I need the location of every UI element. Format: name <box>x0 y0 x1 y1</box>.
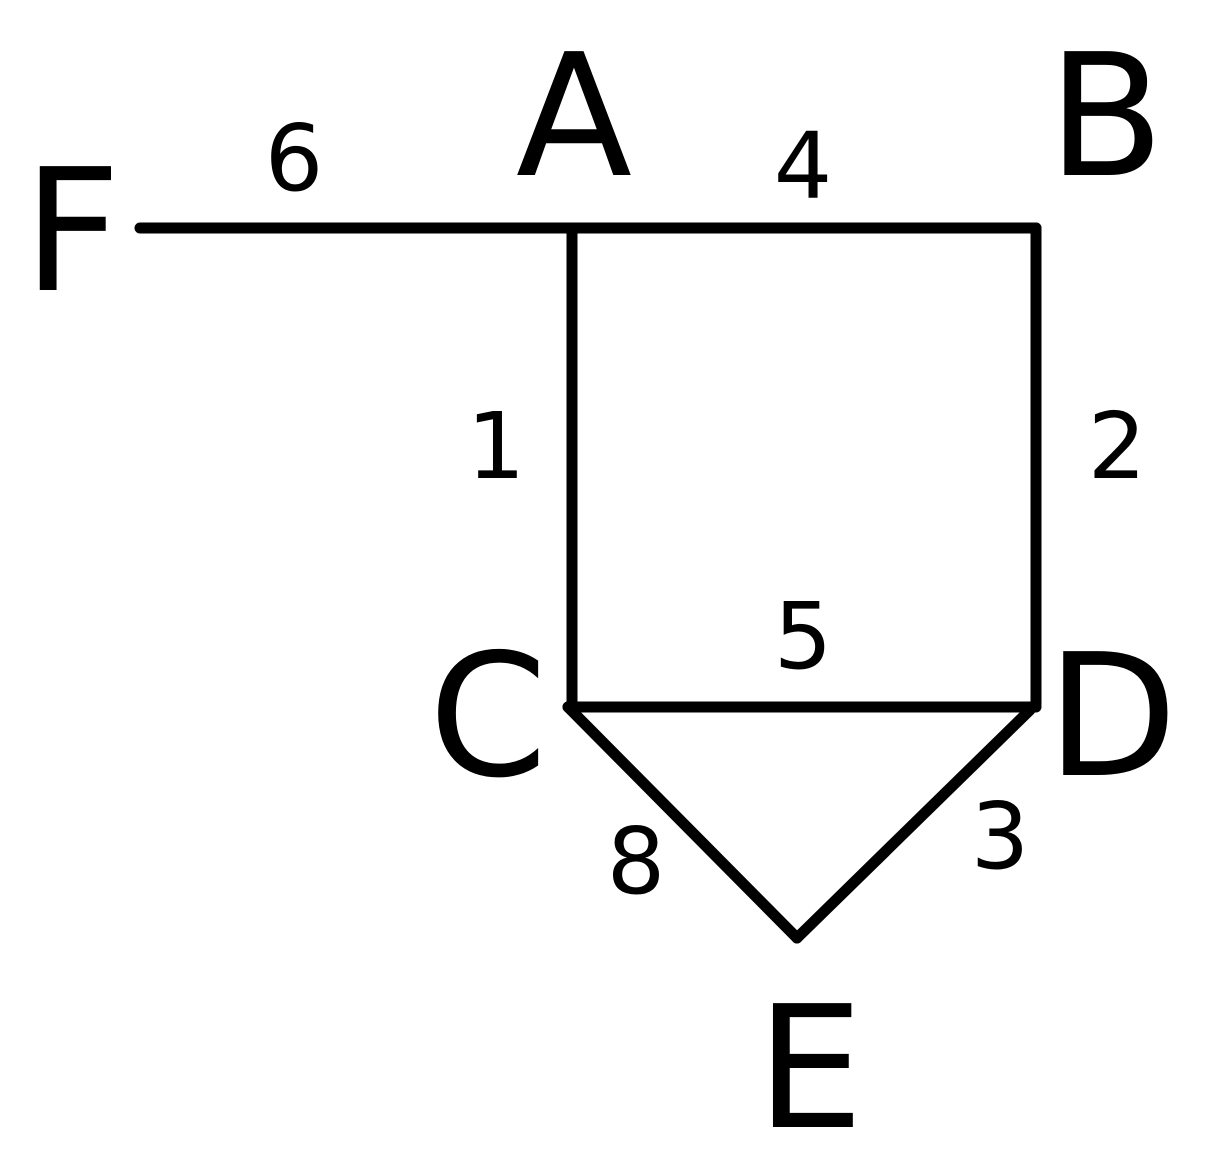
weight-label-a-c: 1 <box>467 393 526 500</box>
edge-d-e <box>791 704 1036 944</box>
weight-label-d-e: 3 <box>971 783 1030 890</box>
weight-label-c-d: 5 <box>774 583 833 690</box>
node-label-a: A <box>516 18 632 216</box>
node-label-e: E <box>756 970 863 1168</box>
node-label-d: D <box>1047 618 1178 816</box>
node-label-f: F <box>23 133 121 331</box>
edge-c-e <box>562 701 803 944</box>
node-label-b: B <box>1048 18 1165 216</box>
weight-label-f-a: 6 <box>265 105 324 212</box>
weight-label-b-d: 2 <box>1088 393 1147 500</box>
weight-label-a-b: 4 <box>774 113 833 220</box>
node-label-c: C <box>429 618 548 816</box>
weight-label-c-e: 8 <box>607 808 666 915</box>
